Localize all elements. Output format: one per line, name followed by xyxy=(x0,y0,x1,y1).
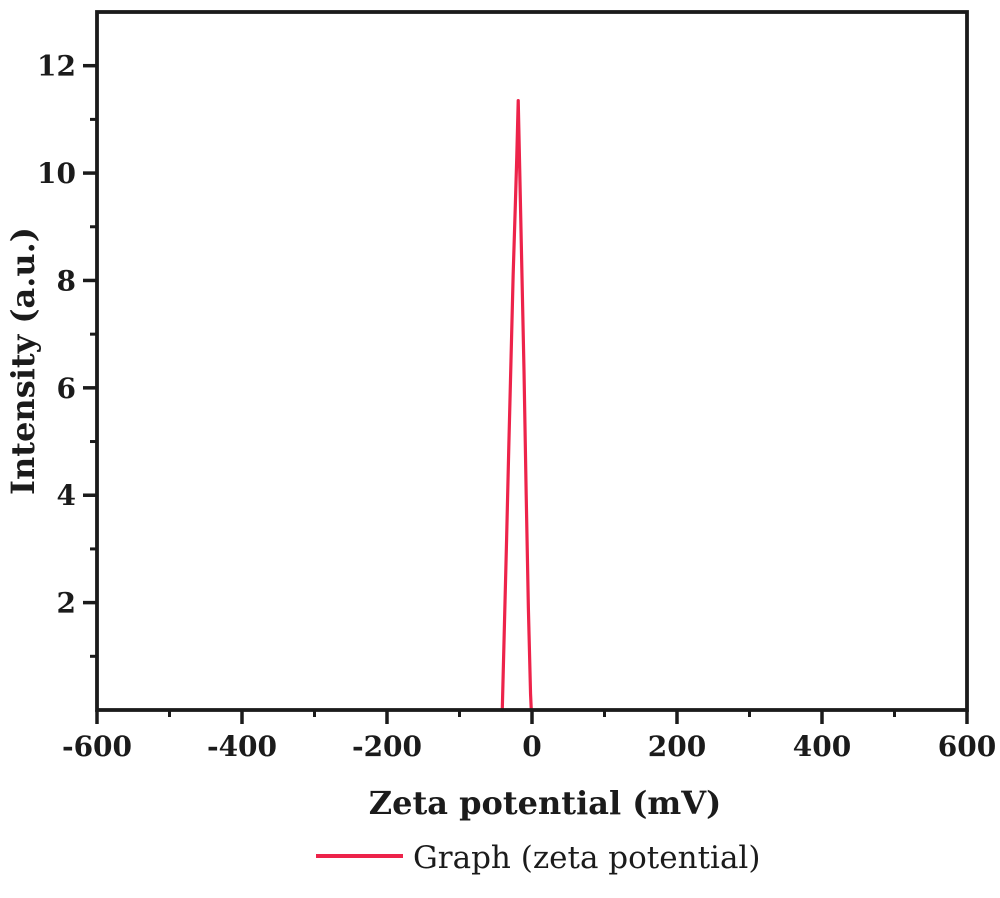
x-tick-label: 200 xyxy=(648,730,706,763)
legend-label: Graph (zeta potential) xyxy=(413,840,760,876)
y-tick-label: 8 xyxy=(57,264,76,297)
x-tick-label: 600 xyxy=(938,730,996,763)
series-line xyxy=(500,98,533,712)
chart-generated-layer: -600 -400 -200 0 200 400 600 2 4 6 8 10 12 xyxy=(37,10,996,763)
x-tick-label: -600 xyxy=(62,730,132,763)
y-tick-label: 10 xyxy=(37,157,76,190)
x-axis-title: Zeta potential (mV) xyxy=(369,784,721,822)
y-axis-title: Intensity (a.u.) xyxy=(4,227,42,495)
y-tick-label: 4 xyxy=(57,479,76,512)
y-tick-label: 2 xyxy=(57,587,76,620)
x-tick-label: 400 xyxy=(793,730,851,763)
x-tick-label: -400 xyxy=(207,730,277,763)
y-tick-label: 6 xyxy=(57,372,76,405)
x-tick-label: -200 xyxy=(352,730,422,763)
y-tick-label: 12 xyxy=(37,50,76,83)
plot-frame xyxy=(95,10,969,712)
x-tick-label: 0 xyxy=(522,730,541,763)
